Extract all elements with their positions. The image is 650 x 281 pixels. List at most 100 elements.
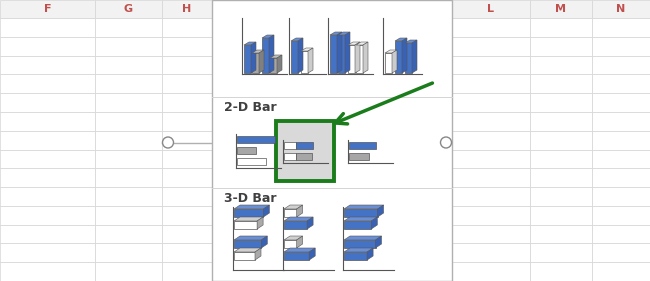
Polygon shape bbox=[378, 205, 384, 217]
Bar bbox=[592, 225, 650, 243]
Text: M: M bbox=[556, 4, 567, 14]
Bar bbox=[95, 168, 162, 187]
Bar bbox=[252, 53, 259, 73]
Polygon shape bbox=[277, 55, 282, 73]
Bar bbox=[162, 243, 212, 262]
Bar bbox=[356, 45, 363, 73]
Bar bbox=[95, 243, 162, 262]
Polygon shape bbox=[296, 236, 303, 248]
Bar bbox=[244, 45, 251, 73]
Polygon shape bbox=[234, 217, 263, 221]
Bar bbox=[344, 252, 367, 260]
Bar bbox=[162, 0, 212, 18]
Bar bbox=[237, 147, 256, 154]
Bar bbox=[592, 168, 650, 187]
Bar bbox=[530, 149, 592, 168]
Bar bbox=[530, 168, 592, 187]
Polygon shape bbox=[263, 205, 269, 217]
Bar bbox=[530, 112, 592, 131]
Polygon shape bbox=[330, 32, 342, 35]
Bar bbox=[592, 93, 650, 112]
Bar bbox=[95, 131, 162, 149]
Polygon shape bbox=[301, 48, 313, 51]
Bar bbox=[344, 240, 376, 248]
Polygon shape bbox=[252, 50, 264, 53]
Bar bbox=[162, 168, 212, 187]
Bar bbox=[162, 262, 212, 281]
Polygon shape bbox=[298, 38, 303, 73]
Bar bbox=[452, 131, 530, 149]
Bar bbox=[95, 149, 162, 168]
Bar bbox=[530, 74, 592, 93]
Bar bbox=[452, 18, 530, 37]
Bar bbox=[284, 252, 309, 260]
Bar bbox=[405, 43, 412, 73]
Bar bbox=[592, 37, 650, 56]
Bar bbox=[344, 221, 371, 229]
Bar bbox=[0, 206, 95, 225]
Bar bbox=[212, 0, 452, 281]
Bar bbox=[95, 112, 162, 131]
Bar bbox=[234, 209, 263, 217]
Bar bbox=[530, 206, 592, 225]
Bar bbox=[592, 131, 650, 149]
Polygon shape bbox=[234, 205, 269, 209]
Bar bbox=[452, 112, 530, 131]
Bar bbox=[348, 45, 355, 73]
Polygon shape bbox=[308, 48, 313, 73]
Bar bbox=[237, 136, 275, 143]
Bar bbox=[162, 131, 212, 149]
Bar bbox=[95, 0, 162, 18]
Bar bbox=[592, 187, 650, 206]
Bar bbox=[234, 252, 255, 260]
Bar bbox=[344, 209, 378, 217]
Bar bbox=[0, 262, 95, 281]
Polygon shape bbox=[338, 32, 350, 35]
Bar bbox=[284, 221, 307, 229]
Bar bbox=[452, 206, 530, 225]
Bar bbox=[0, 74, 95, 93]
Bar bbox=[296, 153, 312, 160]
Bar bbox=[284, 209, 296, 217]
Bar bbox=[452, 56, 530, 74]
Bar bbox=[162, 18, 212, 37]
Bar bbox=[0, 168, 95, 187]
Polygon shape bbox=[376, 236, 382, 248]
Circle shape bbox=[162, 137, 174, 148]
Bar bbox=[296, 142, 313, 148]
Polygon shape bbox=[269, 35, 274, 73]
Polygon shape bbox=[255, 248, 261, 260]
Text: 2-D Bar: 2-D Bar bbox=[224, 101, 277, 114]
Polygon shape bbox=[395, 38, 407, 41]
Polygon shape bbox=[402, 38, 407, 73]
Polygon shape bbox=[344, 236, 382, 240]
Bar bbox=[452, 149, 530, 168]
Bar bbox=[0, 112, 95, 131]
Polygon shape bbox=[284, 236, 303, 240]
Polygon shape bbox=[392, 50, 397, 73]
Polygon shape bbox=[344, 205, 384, 209]
Bar bbox=[530, 262, 592, 281]
Bar bbox=[95, 93, 162, 112]
Bar bbox=[530, 18, 592, 37]
Bar bbox=[291, 41, 298, 73]
Polygon shape bbox=[337, 32, 342, 73]
Bar bbox=[0, 225, 95, 243]
Bar bbox=[592, 112, 650, 131]
Bar bbox=[162, 149, 212, 168]
Text: N: N bbox=[616, 4, 625, 14]
Text: H: H bbox=[183, 4, 192, 14]
Polygon shape bbox=[262, 35, 274, 38]
Bar bbox=[262, 38, 269, 73]
Polygon shape bbox=[309, 248, 315, 260]
Bar bbox=[592, 18, 650, 37]
Bar bbox=[592, 243, 650, 262]
Polygon shape bbox=[244, 42, 256, 45]
Bar bbox=[234, 221, 257, 229]
Bar bbox=[95, 18, 162, 37]
Polygon shape bbox=[363, 42, 368, 73]
Bar bbox=[0, 187, 95, 206]
Bar bbox=[385, 53, 392, 73]
Bar bbox=[162, 225, 212, 243]
Bar bbox=[0, 37, 95, 56]
